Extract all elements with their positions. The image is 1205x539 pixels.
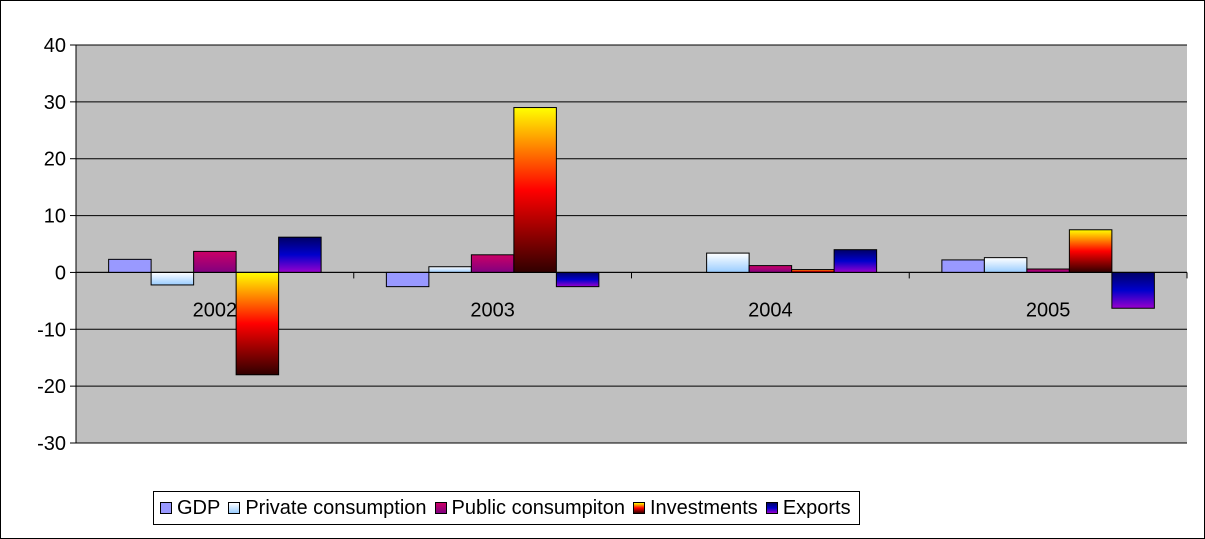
bar-private-consumption-2005 xyxy=(983,257,1028,273)
bar-public-consumpiton-2003 xyxy=(470,254,515,273)
legend-label: Exports xyxy=(782,496,851,519)
bar-investments-2005 xyxy=(1068,229,1113,273)
y-tick-labels: -30 -20 -10 0 10 20 30 40 xyxy=(37,35,66,455)
legend-swatch xyxy=(160,502,172,514)
category-label: 2002 xyxy=(193,299,238,321)
legend-label: Private consumption xyxy=(245,496,427,519)
bars xyxy=(108,107,1155,376)
legend-item: Exports xyxy=(765,496,851,520)
bar-exports-2004 xyxy=(833,249,878,273)
category-labels: 2002 2003 2004 2005 xyxy=(193,299,1071,321)
legend-item: Investments xyxy=(632,496,758,520)
y-tick-label: 40 xyxy=(44,35,66,57)
legend-item: Public consumpiton xyxy=(434,496,625,520)
y-tick-label: 30 xyxy=(44,92,66,114)
legend-swatch xyxy=(765,502,778,514)
y-tick-label: -20 xyxy=(37,376,66,398)
bar-exports-2005 xyxy=(1111,271,1155,309)
bar-private-consumption-2003 xyxy=(428,266,472,273)
legend-item: Private consumption xyxy=(228,496,427,520)
axes xyxy=(70,44,1188,444)
legend-label: Public consumpiton xyxy=(451,496,625,519)
bar-public-consumpiton-2002 xyxy=(193,250,237,273)
bar-gdp-2005 xyxy=(941,259,985,273)
legend-swatch xyxy=(228,502,241,514)
y-tick-label: -30 xyxy=(37,433,66,455)
bar-public-consumpiton-2004 xyxy=(748,265,793,273)
legend: GDP Private consumption Public consumpiton… xyxy=(153,491,860,525)
bar-gdp-2002 xyxy=(108,258,152,273)
bar-private-consumption-2002 xyxy=(150,271,195,286)
legend-label: GDP xyxy=(177,496,221,519)
legend-item: GDP xyxy=(160,497,220,520)
legend-label: Investments xyxy=(649,496,758,519)
category-label: 2003 xyxy=(470,299,515,321)
bar-investments-2002 xyxy=(235,271,280,376)
plot-area xyxy=(76,45,1187,443)
y-tick-label: -10 xyxy=(37,319,66,341)
bar-private-consumption-2004 xyxy=(706,252,750,273)
bar-exports-2003 xyxy=(555,271,600,288)
y-tick-label: 20 xyxy=(44,149,66,171)
y-tick-label: 10 xyxy=(44,206,66,228)
bar-public-consumpiton-2005 xyxy=(1026,268,1070,273)
legend-swatch xyxy=(632,502,645,514)
y-tick-label: 0 xyxy=(55,262,66,284)
category-label: 2005 xyxy=(1026,299,1071,321)
bar-gdp-2003 xyxy=(385,271,430,288)
bar-investments-2003 xyxy=(513,107,557,273)
category-label: 2004 xyxy=(748,299,793,321)
legend-swatch xyxy=(434,502,447,514)
bar-exports-2002 xyxy=(278,236,322,273)
